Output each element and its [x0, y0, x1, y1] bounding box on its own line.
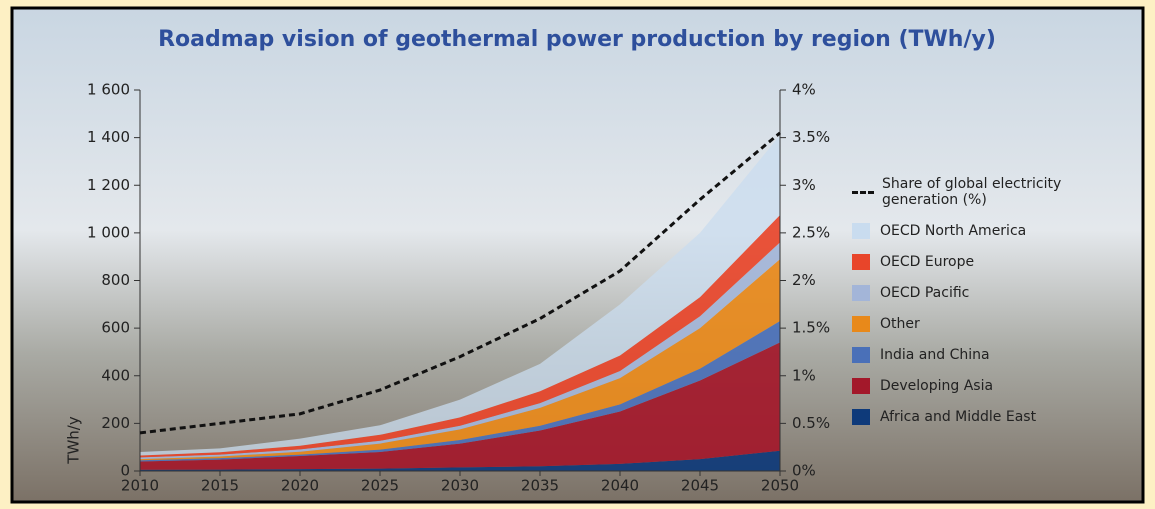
- legend: Share of global electricity generation (…: [852, 176, 1092, 440]
- legend-item: Share of global electricity generation (…: [852, 176, 1092, 208]
- legend-swatch: [852, 191, 874, 194]
- x-tick-label: 2050: [761, 477, 799, 495]
- legend-label: India and China: [880, 347, 990, 363]
- legend-item: OECD Pacific: [852, 285, 1092, 301]
- legend-swatch: [852, 409, 870, 425]
- legend-label: OECD Pacific: [880, 285, 969, 301]
- chart-title: Roadmap vision of geothermal power produ…: [158, 27, 996, 52]
- legend-item: Developing Asia: [852, 378, 1092, 394]
- x-tick-label: 2010: [121, 477, 159, 495]
- y2-tick-label: 2%: [792, 271, 816, 289]
- y-tick-label: 1 400: [87, 128, 130, 146]
- legend-swatch: [852, 223, 870, 239]
- legend-label: Africa and Middle East: [880, 409, 1036, 425]
- x-tick-label: 2025: [361, 477, 399, 495]
- legend-label: Other: [880, 316, 920, 332]
- y-axis-label: TWh/y: [65, 416, 83, 465]
- y-tick-label: 200: [101, 414, 130, 432]
- y2-tick-label: 3.5%: [792, 128, 830, 146]
- legend-item: OECD North America: [852, 223, 1092, 239]
- legend-label: Share of global electricity generation (…: [882, 176, 1082, 208]
- legend-item: India and China: [852, 347, 1092, 363]
- y-tick-label: 800: [101, 271, 130, 289]
- y2-tick-label: 1.5%: [792, 319, 830, 337]
- legend-item: Other: [852, 316, 1092, 332]
- y2-tick-label: 1%: [792, 366, 816, 384]
- y2-tick-label: 4%: [792, 81, 816, 99]
- y-tick-label: 600: [101, 319, 130, 337]
- x-tick-label: 2020: [281, 477, 319, 495]
- y-tick-label: 400: [101, 366, 130, 384]
- y-tick-label: 1 200: [87, 176, 130, 194]
- y-tick-label: 1 600: [87, 81, 130, 99]
- y2-tick-label: 3%: [792, 176, 816, 194]
- legend-swatch: [852, 285, 870, 301]
- x-tick-label: 2045: [681, 477, 719, 495]
- legend-swatch: [852, 316, 870, 332]
- y2-tick-label: 0.5%: [792, 414, 830, 432]
- legend-label: Developing Asia: [880, 378, 993, 394]
- legend-swatch: [852, 347, 870, 363]
- legend-swatch: [852, 254, 870, 270]
- page: Roadmap vision of geothermal power produ…: [0, 0, 1155, 509]
- legend-label: OECD North America: [880, 223, 1026, 239]
- legend-item: OECD Europe: [852, 254, 1092, 270]
- legend-swatch: [852, 378, 870, 394]
- x-tick-label: 2015: [201, 477, 239, 495]
- x-tick-label: 2035: [521, 477, 559, 495]
- legend-label: OECD Europe: [880, 254, 974, 270]
- y2-tick-label: 2.5%: [792, 223, 830, 241]
- x-tick-label: 2040: [601, 477, 639, 495]
- x-tick-label: 2030: [441, 477, 479, 495]
- y-tick-label: 1 000: [87, 223, 130, 241]
- legend-item: Africa and Middle East: [852, 409, 1092, 425]
